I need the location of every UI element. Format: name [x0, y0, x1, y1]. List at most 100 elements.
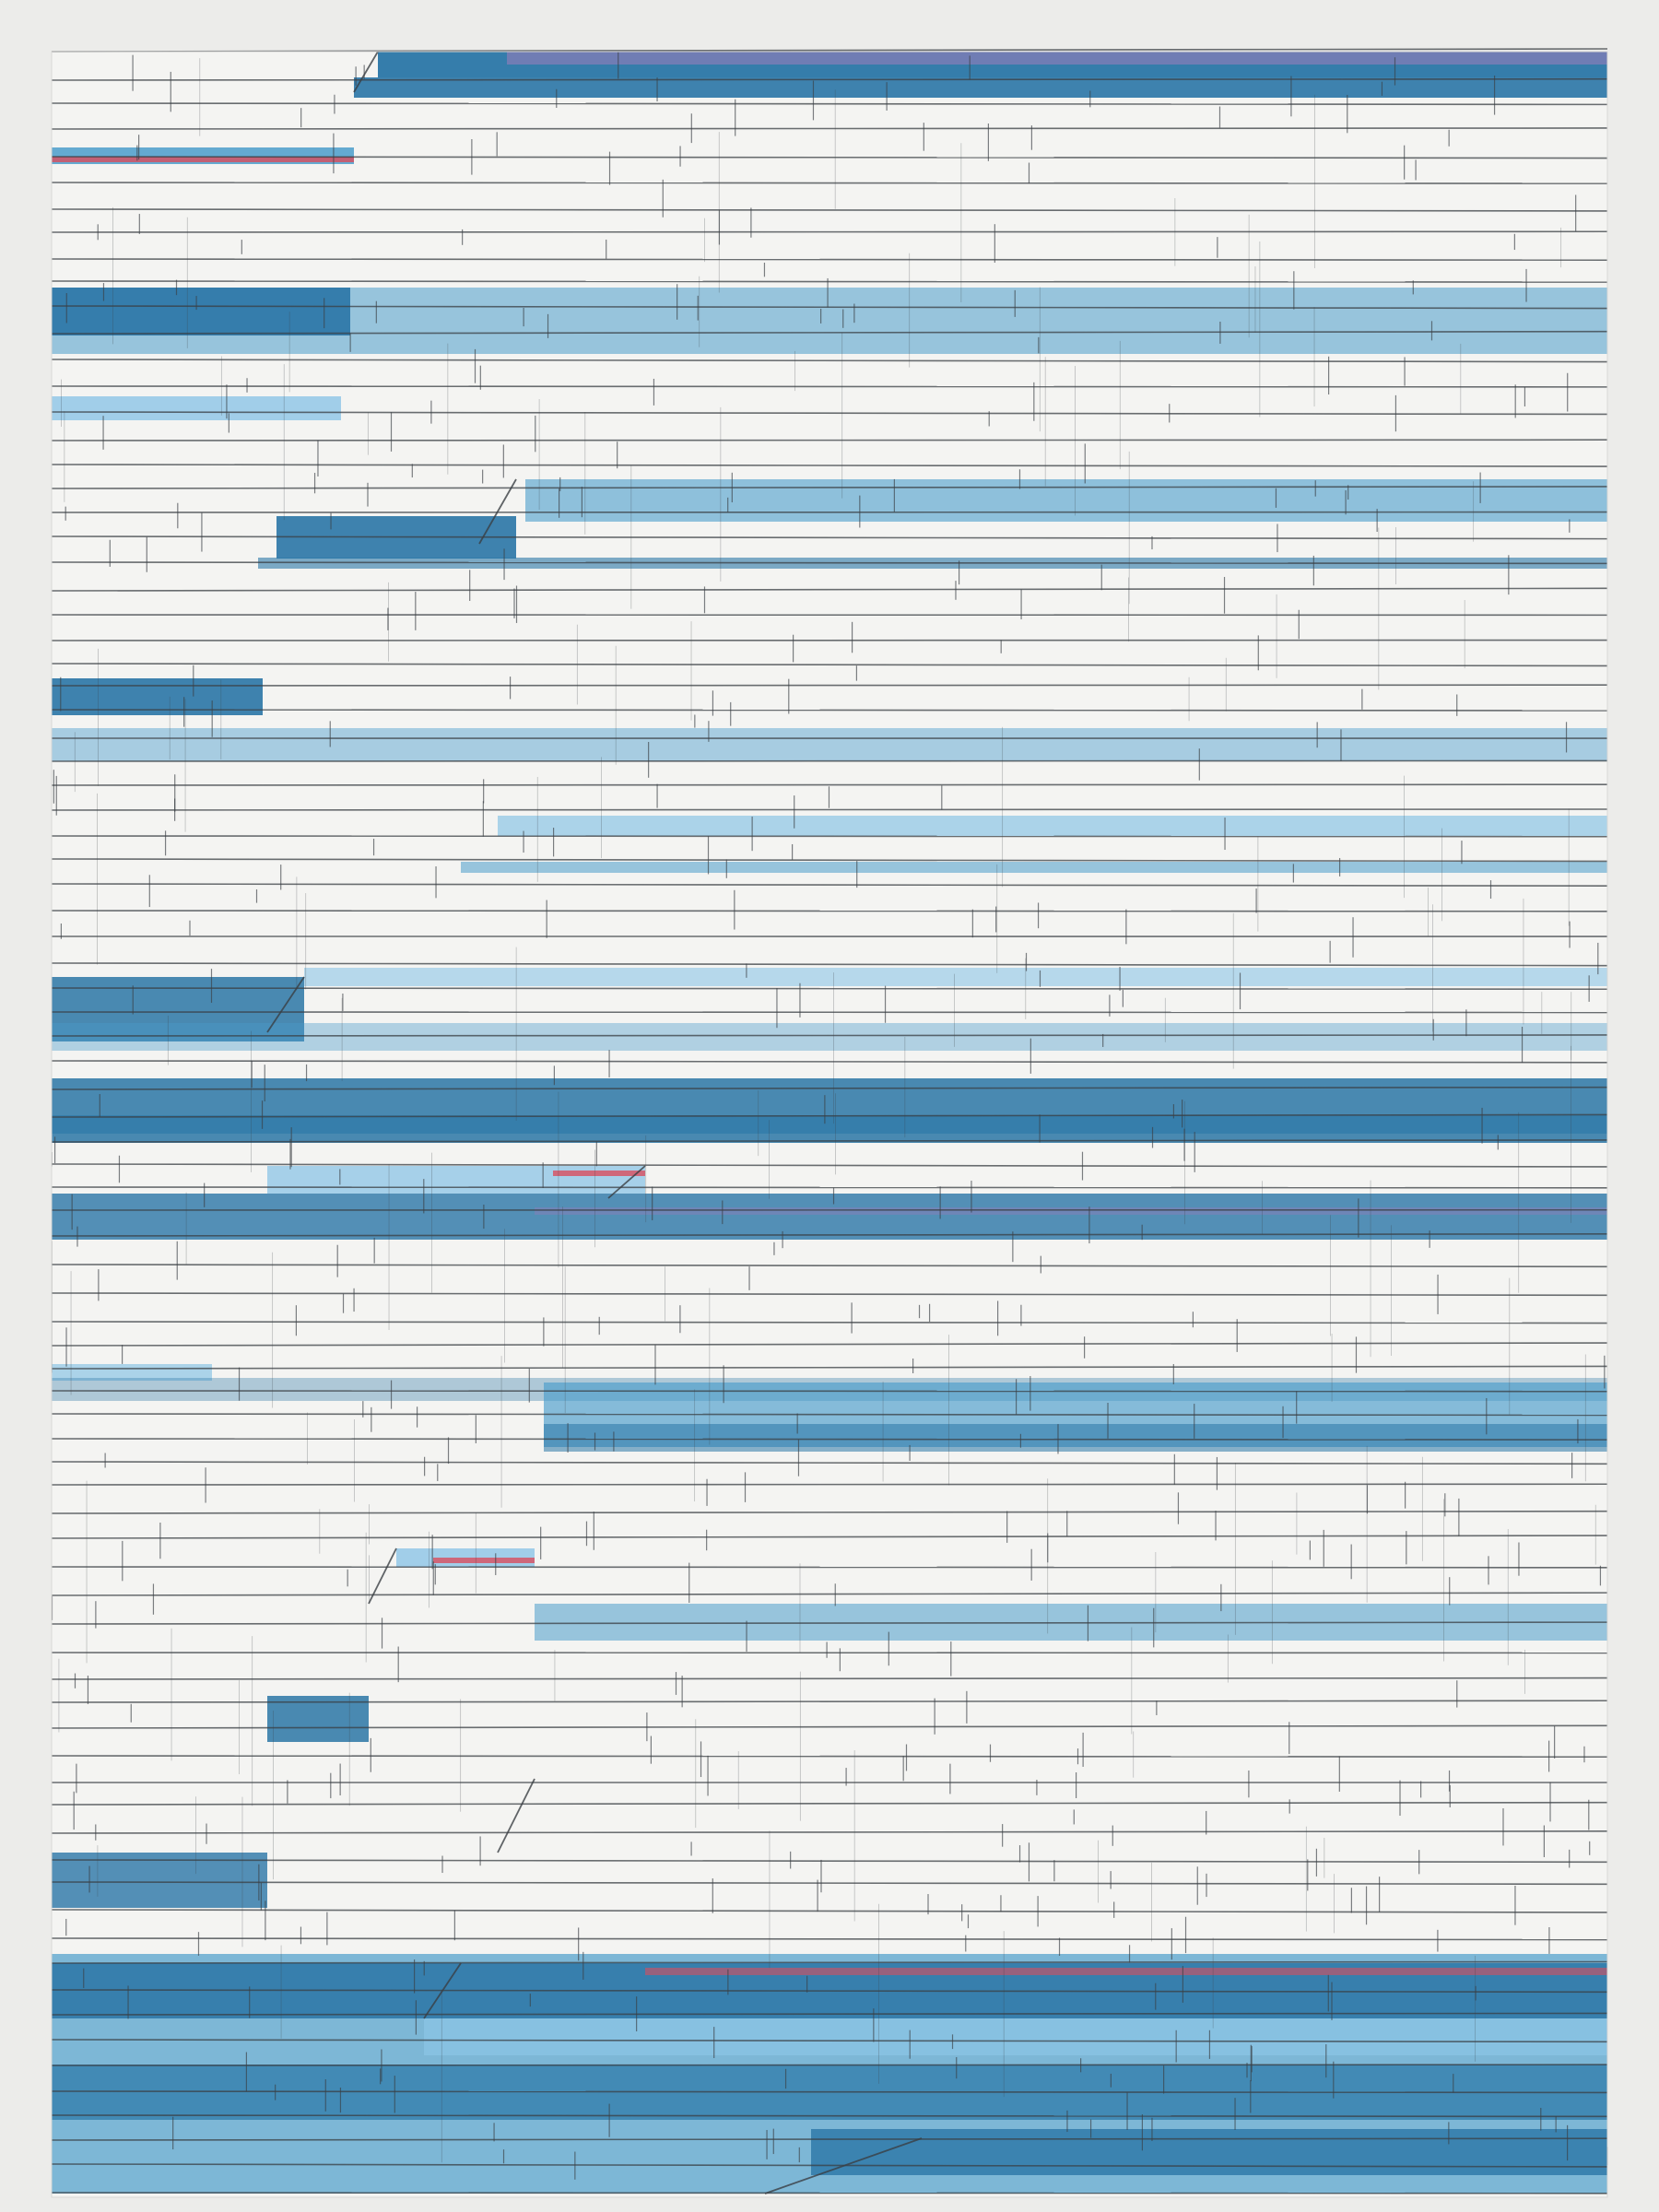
brick-course-line: [51, 1264, 1608, 1268]
color-band: [811, 2129, 1607, 2175]
brick-course-line: [51, 439, 1608, 441]
brick-course-line: [51, 464, 1608, 467]
brick-course-line: [51, 2192, 1608, 2194]
brick-course-line: [51, 1801, 1608, 1806]
brick-course-line: [51, 1909, 1608, 1913]
brick-course-line: [51, 1700, 1608, 1703]
step-edge-line: [266, 976, 305, 1033]
color-band: [52, 288, 350, 335]
brick-course-line: [51, 2090, 1608, 2094]
brick-course-line: [51, 2039, 1608, 2043]
brick-course-line: [51, 1139, 1608, 1143]
brick-course-line: [51, 1483, 1608, 1486]
brick-course-line: [51, 305, 1608, 310]
brick-course-line: [51, 535, 1608, 540]
color-band: [525, 479, 1607, 522]
brick-course-line: [51, 2114, 1608, 2118]
brick-course-line: [51, 1034, 1608, 1037]
brick-course-line: [51, 102, 1608, 106]
step-edge-line: [497, 1778, 535, 1853]
step-edge-line: [368, 1547, 397, 1605]
color-band: [52, 396, 341, 420]
color-band: [433, 1558, 535, 1563]
color-band: [267, 1696, 369, 1742]
brick-course-line: [51, 1859, 1608, 1864]
brick-course-line: [51, 1960, 1608, 1964]
color-band: [461, 862, 1607, 873]
brick-course-line: [51, 208, 1608, 212]
brick-course-line: [51, 561, 1608, 565]
brick-course-line: [51, 1163, 1608, 1168]
brick-course-line: [51, 1438, 1608, 1441]
brick-course-line: [51, 1461, 1608, 1465]
brick-course-line: [51, 858, 1608, 863]
brick-course-line: [51, 759, 1608, 762]
brick-course-line: [51, 156, 1608, 159]
color-band: [267, 1166, 645, 1194]
brick-course-line: [51, 77, 1608, 81]
color-band: [52, 728, 1607, 761]
brick-course-line: [51, 1755, 1608, 1759]
brick-course-line: [51, 385, 1608, 388]
step-edge-line: [478, 478, 517, 545]
brick-course-line: [51, 783, 1608, 786]
color-band: [52, 1023, 1607, 1051]
brick-course-line: [51, 2137, 1608, 2141]
brick-course-line: [51, 1677, 1608, 1680]
color-band: [52, 1115, 1607, 1134]
brick-course-line: [51, 1413, 1608, 1417]
step-edge-line: [607, 1165, 646, 1199]
brick-course-line: [51, 1186, 1608, 1189]
brick-course-line: [51, 1989, 1608, 1994]
brick-course-line: [51, 182, 1608, 184]
color-band: [354, 77, 1607, 98]
brick-course-line: [51, 1365, 1608, 1370]
brick-course-line: [51, 1566, 1608, 1569]
brick-course-line: [51, 883, 1608, 887]
brick-course-line: [51, 835, 1608, 838]
brick-course-line: [51, 1321, 1608, 1324]
brick-course-line: [51, 411, 1608, 416]
brick-course-line: [51, 1011, 1608, 1014]
color-band: [424, 2018, 1607, 2055]
brick-course-line: [51, 1535, 1608, 1539]
brick-course-line: [51, 587, 1608, 592]
brick-course-line: [51, 2163, 1608, 2168]
brick-course-line: [51, 1390, 1608, 1393]
brick-course-line: [51, 663, 1608, 667]
color-band: [498, 816, 1607, 836]
paper-border: [51, 51, 1608, 2198]
brick-course-line: [51, 987, 1608, 991]
brick-course-line: [51, 359, 1608, 363]
brick-course-line: [51, 1510, 1608, 1514]
color-band: [52, 157, 354, 162]
brick-course-line: [51, 1342, 1608, 1347]
brick-course-line: [51, 1724, 1608, 1729]
color-band: [645, 1968, 1607, 1975]
step-edge-line: [764, 2137, 923, 2194]
color-band: [52, 1194, 1607, 1240]
brick-course-line: [51, 1292, 1608, 1297]
brick-course-line: [51, 258, 1608, 261]
color-band: [544, 1424, 1607, 1452]
brick-course-line: [51, 1592, 1608, 1596]
color-band: [553, 1171, 645, 1176]
brick-course-line: [51, 280, 1608, 283]
step-edge-line: [423, 1962, 462, 2019]
color-band: [52, 1853, 267, 1908]
brick-course-line: [51, 910, 1608, 912]
brick-course-line: [51, 1937, 1608, 1941]
brick-course-line: [51, 962, 1608, 967]
color-band: [304, 968, 1607, 986]
brick-course-line: [51, 1086, 1608, 1090]
brick-course-line: [51, 1830, 1608, 1834]
brick-course-line: [51, 330, 1608, 335]
color-band: [535, 1207, 1607, 1215]
brick-course-line: [51, 1233, 1608, 1237]
brick-course-line: [51, 808, 1608, 811]
brick-course-line: [51, 1113, 1608, 1118]
brick-course-line: [51, 709, 1608, 712]
brick-course-line: [51, 1060, 1608, 1064]
